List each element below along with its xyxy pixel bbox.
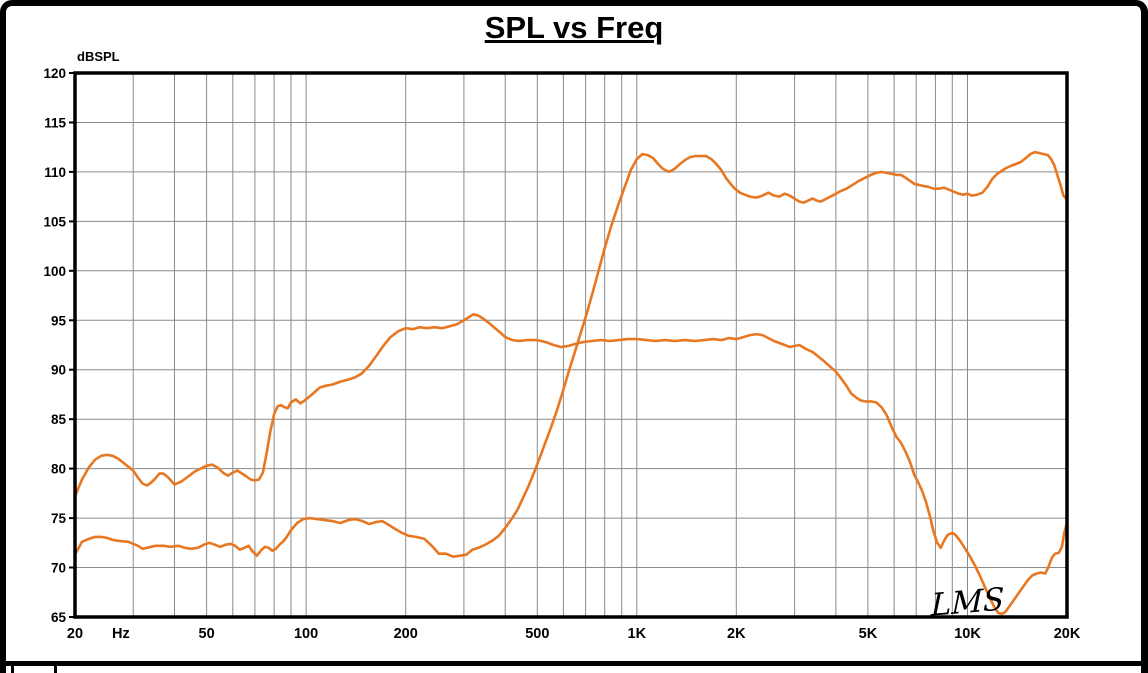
- chart-title: SPL vs Freq: [484, 10, 664, 45]
- y-tick-label: 105: [43, 214, 66, 229]
- x-tick-label: 10K: [954, 626, 981, 642]
- table-cell-divider: [11, 666, 14, 673]
- x-tick-label: 500: [525, 626, 549, 642]
- y-axis-unit-label: dBSPL: [77, 49, 120, 64]
- x-tick-label: 1K: [628, 626, 647, 642]
- signature-text: LMS: [930, 581, 1005, 624]
- y-tick-label: 100: [43, 264, 66, 279]
- x-tick-label: 20K: [1054, 626, 1081, 642]
- y-tick-label: 80: [51, 462, 66, 477]
- y-tick-label: 90: [51, 363, 66, 378]
- x-tick-label: 200: [394, 626, 418, 642]
- y-tick-label: 95: [51, 313, 67, 328]
- plot-frame: [73, 71, 1069, 619]
- x-tick-label: 20: [67, 626, 83, 642]
- table-cell-divider: [54, 666, 57, 673]
- x-tick-label: 100: [294, 626, 318, 642]
- table-top-rule: [0, 661, 1148, 666]
- y-tick-label: 75: [51, 511, 67, 526]
- y-tick-label: 65: [51, 610, 67, 625]
- y-tick-label: 115: [44, 116, 66, 131]
- y-tick-label: 120: [43, 66, 66, 81]
- x-tick-label: 2K: [727, 626, 746, 642]
- response-curve-low-line: [73, 312, 1069, 616]
- y-tick-label: 70: [51, 561, 66, 576]
- x-axis-unit-label: Hz: [112, 626, 130, 642]
- x-tick-label: 5K: [859, 626, 878, 642]
- response-curve-high-line: [73, 150, 1069, 559]
- x-tick-label: 50: [199, 626, 215, 642]
- y-tick-label: 110: [44, 165, 66, 180]
- y-tick-label: 85: [51, 412, 67, 427]
